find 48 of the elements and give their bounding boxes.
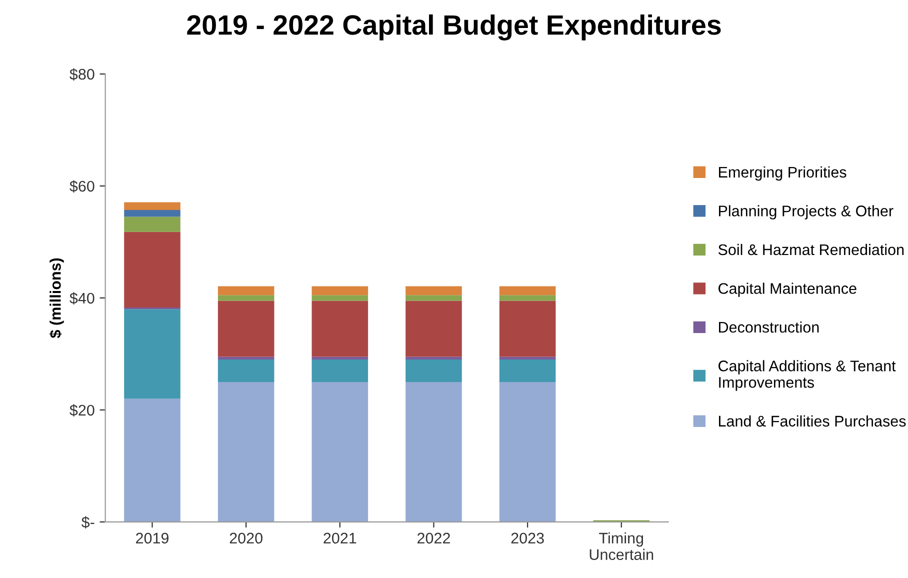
y-tick-label: $- [81, 516, 94, 529]
bar [406, 295, 462, 301]
legend-label: Planning Projects & Other [718, 205, 894, 220]
x-tick-label: 2021 [324, 532, 356, 544]
bar [406, 300, 462, 357]
legend-label: Capital Maintenance [718, 282, 856, 297]
legend-label: Deconstruction [718, 321, 819, 333]
bar [499, 300, 556, 357]
bar [312, 360, 368, 382]
bar [406, 360, 462, 382]
bar [312, 286, 368, 296]
bar [124, 202, 180, 210]
x-tick-label: 2020 [230, 532, 262, 544]
bar [124, 232, 180, 308]
bar [499, 382, 556, 522]
bar [218, 286, 274, 296]
x-tick-label: 2023 [511, 532, 544, 544]
y-tick-label: $20 [70, 404, 94, 417]
bar [406, 382, 462, 522]
legend-label: Emerging Priorities [718, 166, 846, 181]
legend-label: Capital Additions & Tenant Improvements [718, 360, 896, 391]
bar [218, 360, 274, 382]
bar [499, 286, 556, 296]
bar [124, 210, 180, 217]
bar [124, 216, 180, 232]
bar [312, 356, 368, 360]
legend-label: Soil & Hazmat Remediation [718, 244, 904, 256]
bar [312, 382, 368, 522]
x-tick-label: 2022 [418, 532, 450, 544]
bar [218, 295, 274, 301]
bar [499, 295, 556, 301]
bar [312, 295, 368, 301]
chart-title: 2019 - 2022 Capital Budget Expenditures [187, 14, 721, 40]
bar [499, 360, 556, 382]
bar [406, 356, 462, 360]
x-tick-label: Timing Uncertain [590, 532, 654, 560]
bar [218, 300, 274, 357]
y-tick-label: $60 [70, 180, 94, 193]
bar [124, 309, 180, 399]
bar [218, 382, 274, 522]
legend-label: Land & Facilities Purchases [718, 415, 906, 427]
x-tick-label: 2019 [136, 532, 169, 544]
bar [124, 398, 180, 522]
y-tick-label: $40 [70, 292, 94, 305]
y-tick-label: $80 [70, 68, 94, 81]
bar [312, 300, 368, 357]
y-axis-title: $ (millions) [49, 258, 64, 338]
bar [406, 286, 462, 296]
